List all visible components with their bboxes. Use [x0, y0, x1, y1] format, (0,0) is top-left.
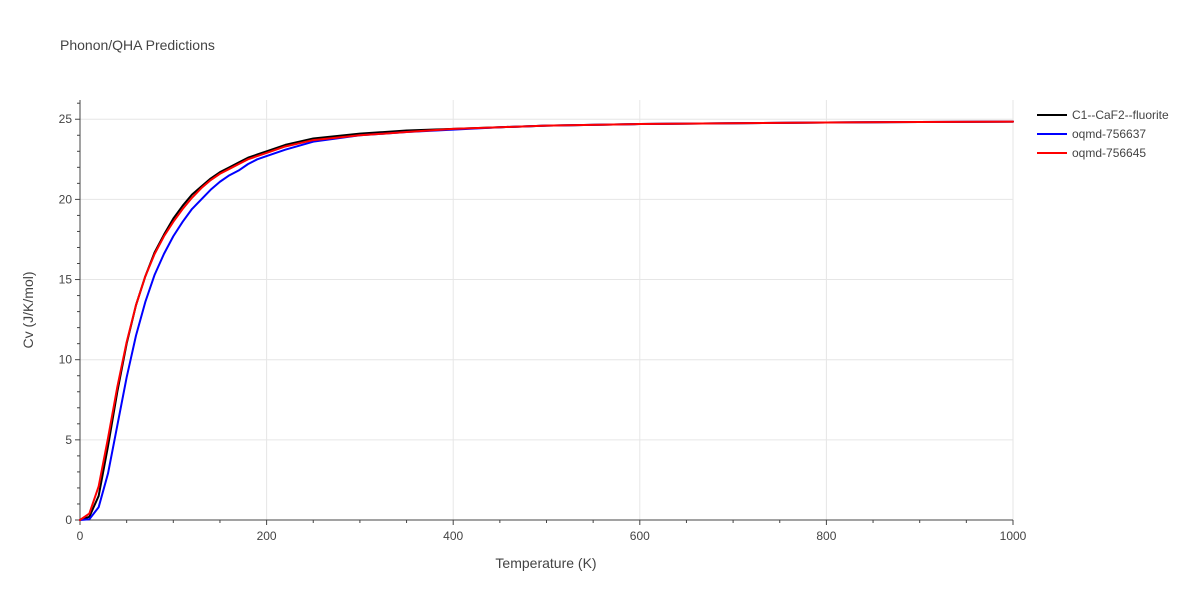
x-tick-label: 200	[257, 529, 277, 543]
y-tick-label: 5	[65, 433, 72, 447]
legend-label-1: C1--CaF2--fluorite	[1072, 108, 1169, 122]
x-tick-label: 400	[443, 529, 463, 543]
x-tick-label: 0	[77, 529, 84, 543]
x-tick-label: 600	[630, 529, 650, 543]
series-layer	[79, 120, 1014, 521]
x-tick-label: 1000	[1000, 529, 1027, 543]
legend-label-2: oqmd-756637	[1072, 127, 1146, 141]
y-tick-label: 25	[59, 112, 73, 126]
y-tick-label: 10	[59, 353, 73, 367]
legend-label-3: oqmd-756645	[1072, 146, 1146, 160]
y-tick-label: 15	[59, 273, 73, 287]
legend[interactable]: C1--CaF2--fluorite oqmd-756637 oqmd-756645	[1037, 108, 1169, 160]
x-axis-title: Temperature (K)	[495, 555, 596, 571]
y-axis-title: Cv (J/K/mol)	[20, 272, 36, 349]
y-tick-label: 20	[59, 192, 73, 206]
chart-title: Phonon/QHA Predictions	[60, 37, 215, 53]
grid-layer	[80, 100, 1014, 520]
x-tick-label: 800	[816, 529, 836, 543]
series-line-3	[79, 120, 1014, 521]
axis-layer: 0 200 400 600 800 1000 0 5 10 15 20 25	[59, 100, 1027, 543]
y-tick-label: 0	[65, 513, 72, 527]
